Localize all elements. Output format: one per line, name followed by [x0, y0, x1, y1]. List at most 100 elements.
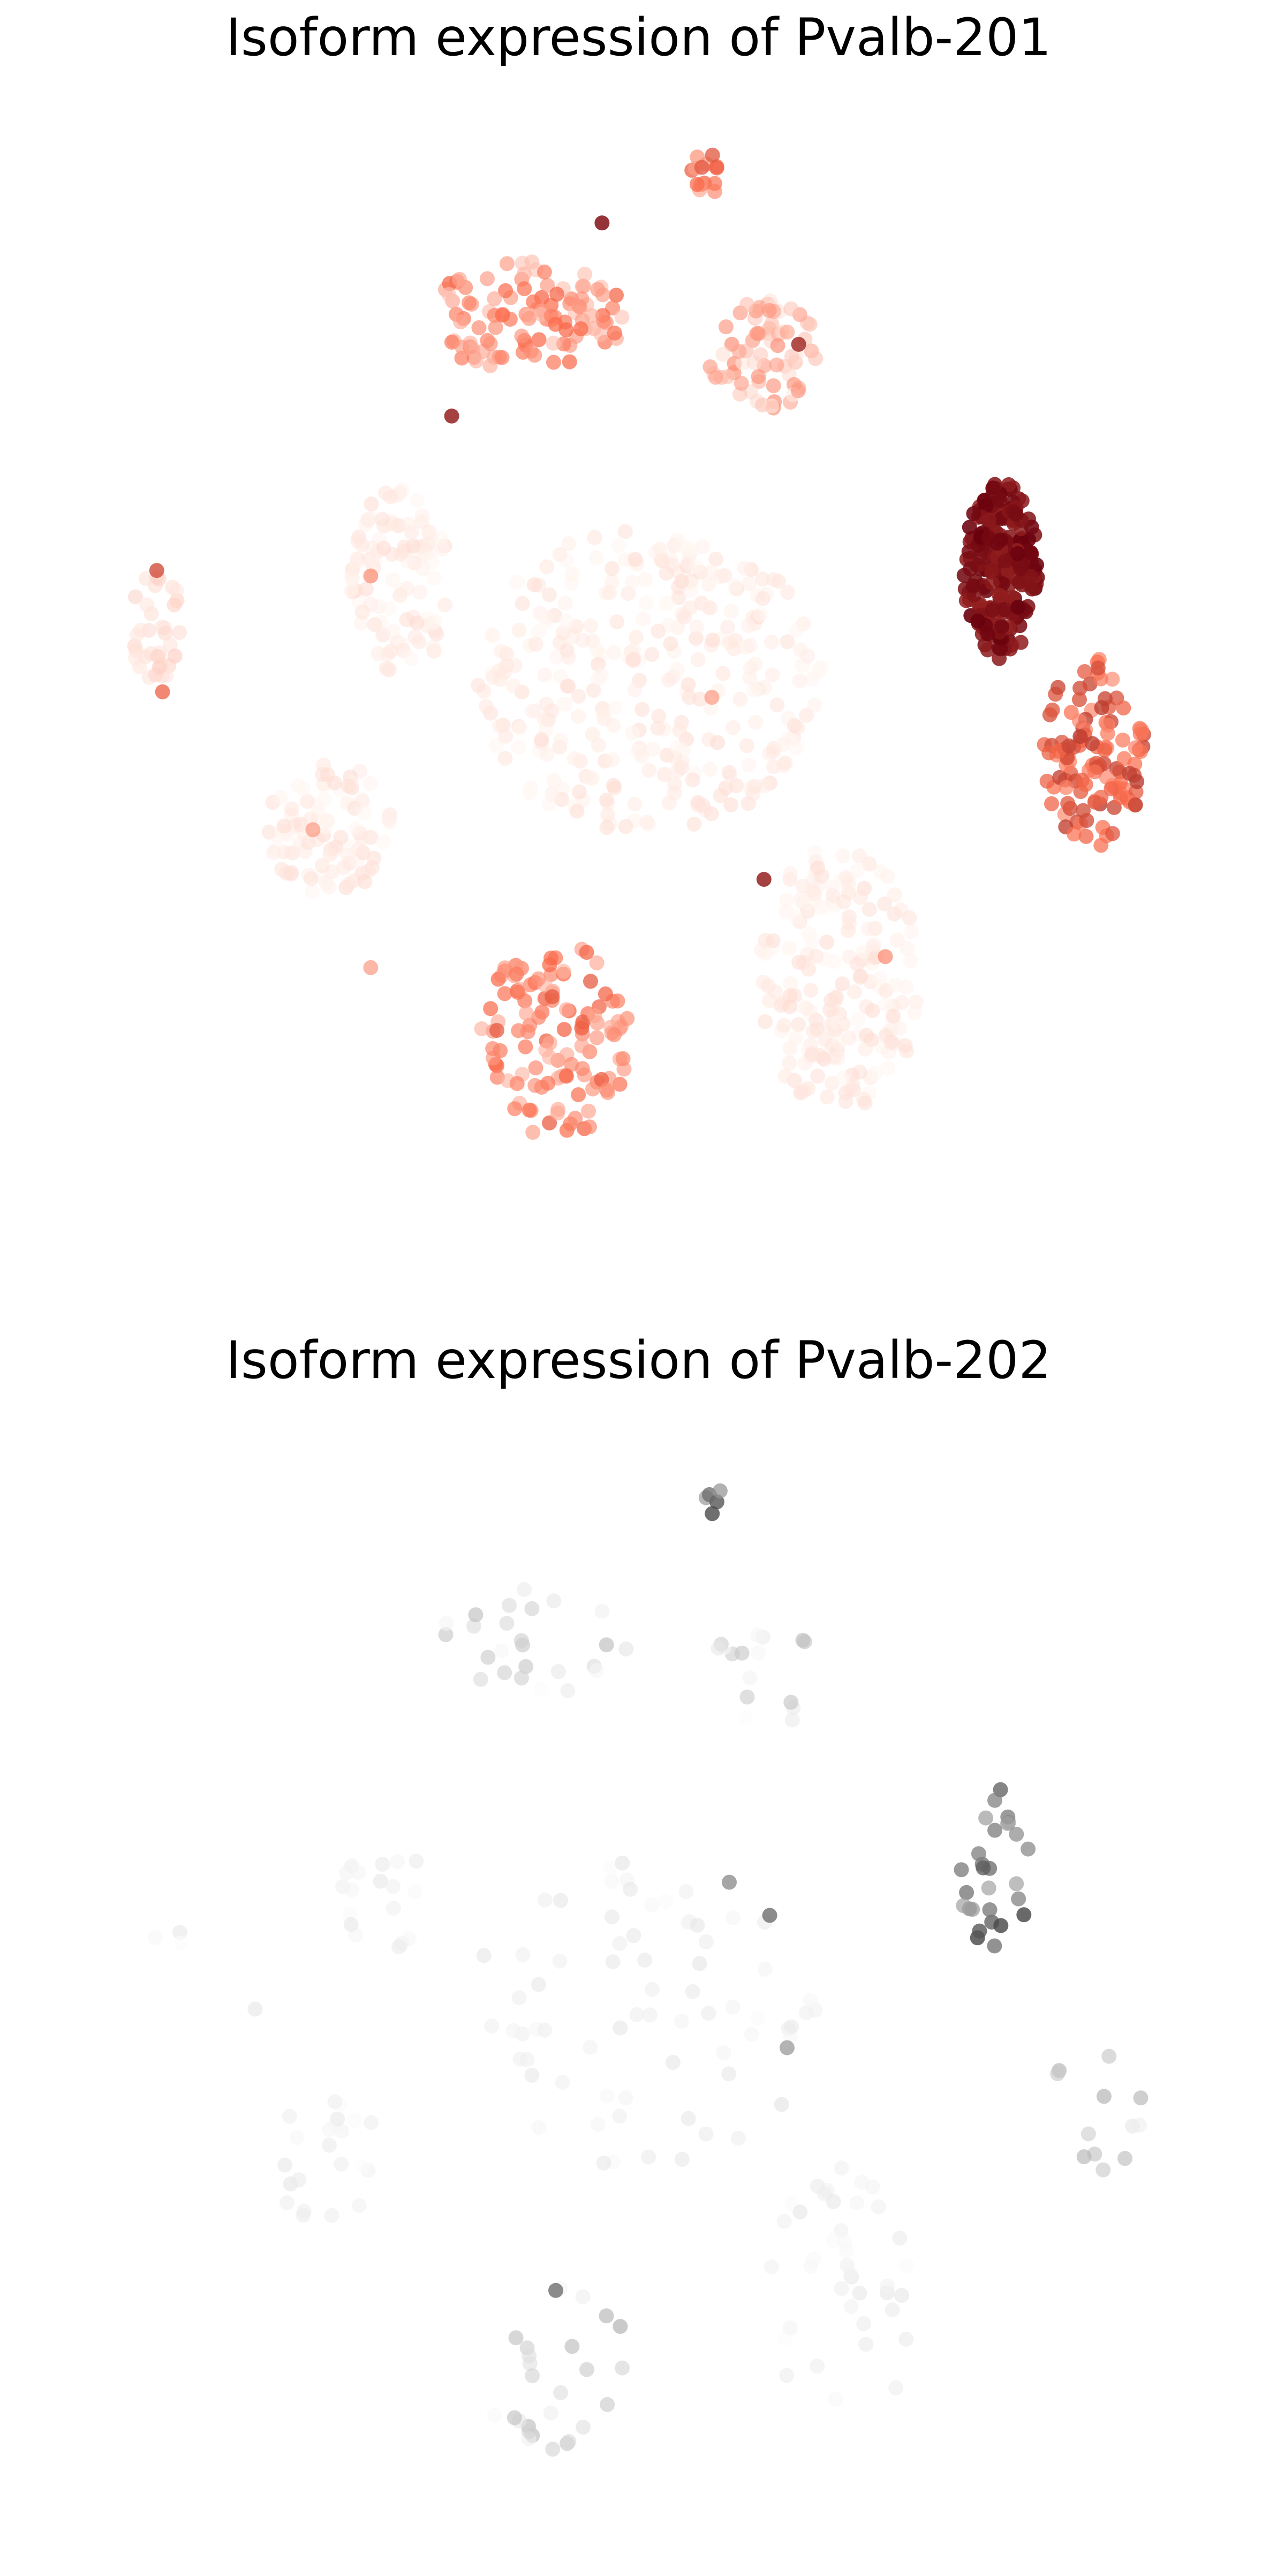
data-point: [564, 2339, 580, 2354]
data-point: [681, 677, 696, 692]
data-point: [594, 1603, 610, 1619]
data-point: [755, 571, 770, 587]
data-point: [537, 711, 552, 727]
data-point: [1045, 702, 1060, 718]
data-point: [374, 511, 390, 527]
data-point: [575, 2289, 591, 2304]
data-point: [427, 570, 442, 586]
data-point: [787, 718, 802, 733]
data-point: [795, 1632, 811, 1648]
data-point: [627, 682, 643, 698]
data-point: [972, 1923, 987, 1939]
data-point: [862, 902, 877, 917]
data-point: [985, 602, 1000, 618]
data-point: [883, 1034, 899, 1050]
data-point: [354, 831, 369, 846]
data-point: [494, 644, 509, 659]
data-point: [545, 989, 560, 1005]
data-point: [415, 561, 431, 577]
data-point: [871, 2199, 886, 2215]
data-point: [686, 816, 702, 832]
data-point: [487, 291, 502, 306]
data-point: [518, 1659, 534, 1674]
data-point: [989, 536, 1005, 551]
data-point: [548, 2283, 563, 2298]
data-point: [364, 2115, 379, 2130]
data-point: [410, 492, 425, 508]
data-point: [734, 375, 749, 391]
data-point: [766, 378, 781, 394]
data-point: [363, 568, 379, 584]
data-point: [723, 797, 739, 812]
data-point: [441, 287, 457, 302]
data-point: [672, 722, 687, 738]
data-point: [803, 1993, 818, 2008]
data-point: [595, 707, 611, 722]
data-point: [522, 1102, 537, 1118]
data-point: [634, 702, 650, 717]
data-point: [994, 619, 1009, 635]
data-point: [437, 597, 453, 613]
data-point: [659, 596, 674, 611]
data-point: [866, 937, 882, 953]
data-point: [552, 547, 568, 562]
data-point: [878, 997, 893, 1013]
data-point: [345, 571, 360, 586]
data-point: [412, 584, 427, 600]
data-point: [644, 647, 660, 662]
data-point: [589, 1663, 605, 1678]
data-point: [689, 559, 704, 574]
data-point: [524, 254, 540, 270]
data-point: [557, 596, 573, 611]
data-point: [1128, 797, 1143, 812]
data-point: [758, 1014, 773, 1029]
data-point: [711, 1640, 726, 1656]
data-point: [600, 807, 616, 823]
data-point: [791, 336, 806, 352]
data-point: [1129, 774, 1145, 789]
data-point: [542, 1115, 557, 1131]
data-point: [610, 993, 625, 1009]
data-point: [856, 944, 871, 960]
data-point: [545, 2442, 561, 2457]
data-point: [865, 1003, 880, 1019]
data-point: [276, 818, 292, 834]
data-point: [556, 963, 571, 979]
data-point: [583, 974, 598, 989]
chart-title: Isoform expression of Pvalb-202: [225, 1330, 1052, 1390]
data-point: [485, 1041, 501, 1056]
data-point: [1072, 681, 1088, 696]
data-point: [344, 1882, 360, 1897]
data-point: [615, 1855, 630, 1871]
data-point: [782, 999, 797, 1014]
data-point: [356, 805, 372, 820]
data-point: [1039, 773, 1055, 789]
data-point: [510, 575, 525, 590]
data-point: [321, 2122, 337, 2137]
data-point: [1113, 790, 1128, 805]
data-point: [755, 591, 770, 606]
data-point: [615, 2360, 630, 2376]
data-point: [811, 664, 826, 679]
data-point: [422, 530, 438, 546]
data-point: [835, 848, 851, 863]
data-point: [903, 953, 918, 969]
data-point: [764, 634, 779, 650]
data-point: [701, 576, 716, 592]
data-point: [627, 796, 643, 812]
data-point: [626, 1928, 641, 1944]
data-point: [747, 657, 763, 672]
data-point: [546, 355, 561, 370]
data-point: [355, 2158, 371, 2174]
data-point: [468, 1607, 483, 1623]
data-point: [167, 648, 183, 664]
data-point: [1115, 732, 1130, 748]
data-point: [589, 642, 605, 658]
data-point: [579, 945, 594, 960]
data-point: [1072, 692, 1087, 707]
data-point: [378, 485, 394, 501]
data-point: [834, 2160, 849, 2176]
data-point: [341, 876, 357, 892]
data-point: [1105, 826, 1120, 841]
data-point: [1000, 1816, 1015, 1831]
